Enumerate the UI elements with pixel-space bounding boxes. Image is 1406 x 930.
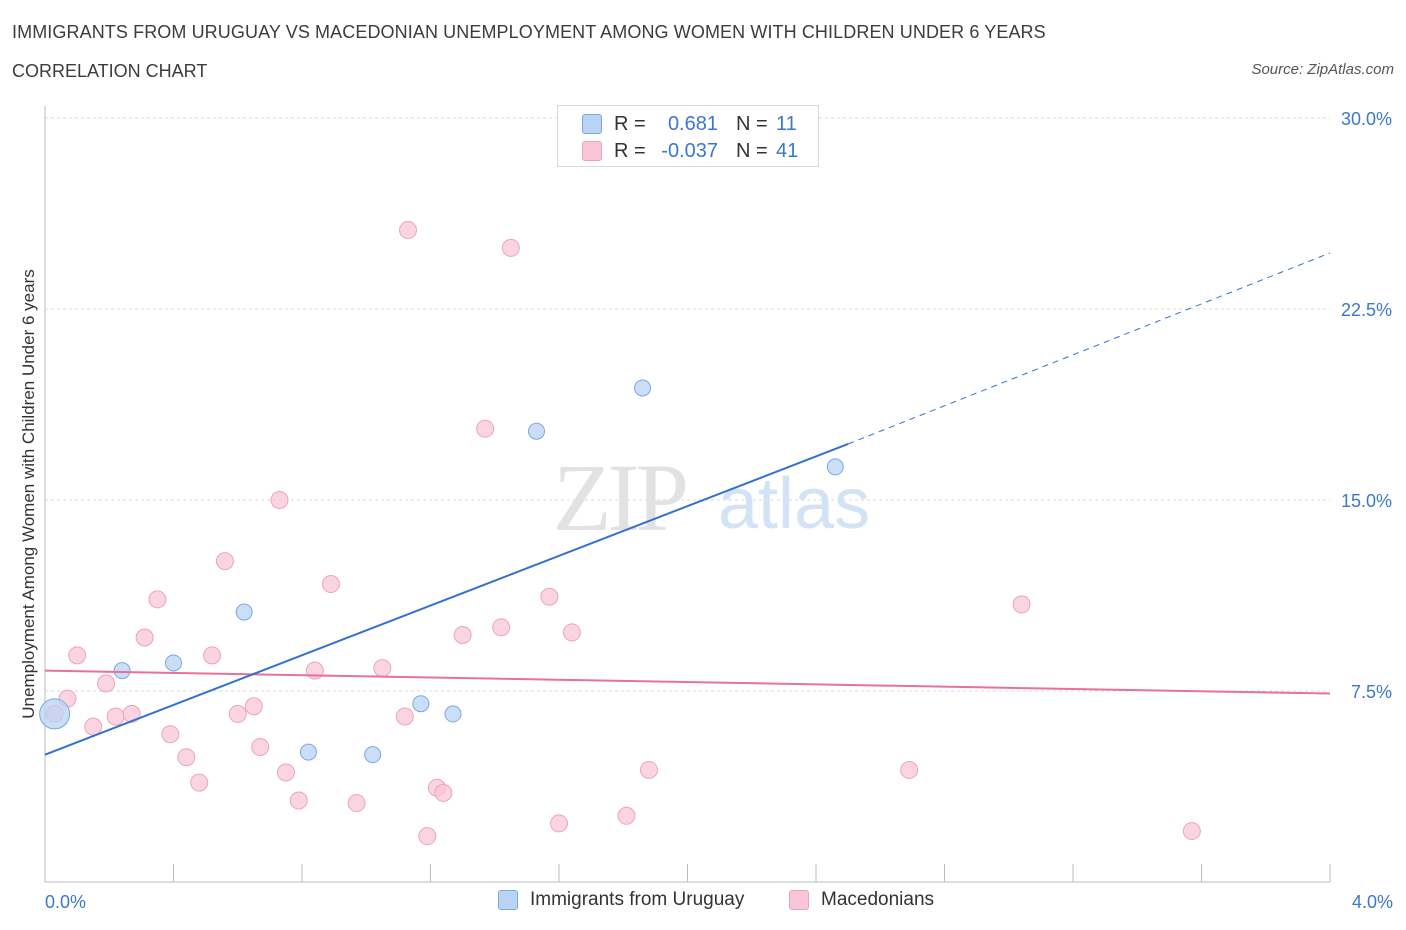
point-macedonians xyxy=(562,623,581,642)
point-uruguay xyxy=(444,705,462,723)
trend-line-uruguay xyxy=(44,443,849,756)
point-macedonians xyxy=(501,238,520,257)
point-uruguay xyxy=(299,743,317,761)
chart-title: IMMIGRANTS FROM URUGUAY VS MACEDONIAN UN… xyxy=(12,22,1046,42)
legend-n-value: 11 xyxy=(776,112,797,135)
point-macedonians xyxy=(373,659,392,678)
point-macedonians xyxy=(434,783,453,802)
point-macedonians xyxy=(244,697,263,716)
point-macedonians xyxy=(84,717,103,736)
point-uruguay xyxy=(412,695,430,713)
point-macedonians xyxy=(1012,595,1031,614)
point-uruguay xyxy=(826,458,844,476)
source-label: Source: ZipAtlas.com xyxy=(1251,61,1394,78)
series-label-macedonians: Macedonians xyxy=(821,889,935,910)
y-axis-label: Unemployment Among Women with Children U… xyxy=(19,269,38,718)
point-uruguay xyxy=(235,603,253,621)
point-macedonians xyxy=(106,707,125,726)
legend-n-value: 41 xyxy=(776,139,799,162)
legend-row-uruguay: R = 0.681 N = 11 xyxy=(582,112,797,136)
point-macedonians xyxy=(190,773,209,792)
point-macedonians xyxy=(228,704,247,723)
watermark: ZIP atlas xyxy=(553,444,870,551)
y-tick-label: 30.0% xyxy=(1341,109,1392,129)
point-uruguay xyxy=(165,654,182,672)
point-macedonians xyxy=(97,674,116,693)
chart-subtitle: CORRELATION CHART xyxy=(12,61,208,81)
point-macedonians xyxy=(399,221,418,240)
watermark-atlas: atlas xyxy=(718,464,870,544)
point-uruguay xyxy=(528,422,546,440)
legend-r-label: R = xyxy=(614,139,646,162)
series-swatch-uruguay xyxy=(498,890,518,910)
axes xyxy=(44,106,1331,883)
y-tick-label: 22.5% xyxy=(1341,300,1392,320)
point-macedonians xyxy=(900,760,919,779)
series-label-uruguay: Immigrants from Uruguay xyxy=(530,889,745,910)
x-tick-label-max: 4.0% xyxy=(1352,892,1393,912)
point-macedonians xyxy=(68,646,87,665)
point-macedonians xyxy=(122,704,141,723)
legend-n-label: N = xyxy=(736,139,768,162)
legend-r-value: 0.681 xyxy=(667,112,718,135)
x-tick-label-min: 0.0% xyxy=(45,892,86,912)
point-macedonians xyxy=(203,646,222,665)
grid-lines xyxy=(45,117,1330,692)
series-legend-uruguay[interactable]: Immigrants from Uruguay xyxy=(498,889,744,911)
point-macedonians xyxy=(148,590,167,609)
legend-r-value: -0.037 xyxy=(661,139,718,162)
legend-swatch-macedonians xyxy=(582,141,602,161)
point-macedonians xyxy=(251,738,270,757)
data-points xyxy=(39,221,1331,846)
series-legend: Immigrants from Uruguay Macedonians xyxy=(0,889,1406,917)
point-macedonians xyxy=(617,806,636,825)
point-macedonians xyxy=(1182,822,1201,841)
point-macedonians xyxy=(276,763,295,782)
trend-line-macedonians xyxy=(44,669,1331,695)
legend-n-label: N = xyxy=(736,112,768,135)
legend-r-label: R = xyxy=(614,112,646,135)
point-macedonians xyxy=(161,725,180,744)
tick-labels: 7.5% 15.0% 22.5% 30.0% 0.0% 4.0% xyxy=(45,109,1393,912)
point-uruguay-large xyxy=(39,698,71,730)
watermark-zip: ZIP xyxy=(553,444,686,551)
point-macedonians xyxy=(270,491,289,509)
point-macedonians xyxy=(289,791,308,810)
legend-row-macedonians: R = -0.037 N = 41 xyxy=(582,139,798,163)
trend-line-uruguay-extension xyxy=(847,252,1331,445)
y-tick-label: 7.5% xyxy=(1351,682,1392,702)
point-macedonians xyxy=(476,419,495,438)
point-macedonians xyxy=(639,760,658,779)
point-macedonians xyxy=(418,827,437,846)
stats-legend: R = 0.681 N = 11 R = -0.037 N = 41 xyxy=(557,105,819,167)
trend-lines xyxy=(847,252,1331,445)
point-uruguay xyxy=(634,379,652,397)
legend-swatch-uruguay xyxy=(582,114,602,134)
point-macedonians xyxy=(395,707,414,726)
point-macedonians xyxy=(135,628,154,647)
point-macedonians xyxy=(492,618,511,637)
y-tick-label: 15.0% xyxy=(1341,491,1392,511)
point-macedonians xyxy=(453,625,472,644)
point-uruguay xyxy=(113,662,131,680)
point-macedonians xyxy=(321,575,340,594)
point-macedonians xyxy=(540,587,559,606)
point-macedonians xyxy=(305,661,324,680)
point-uruguay xyxy=(364,746,382,764)
point-macedonians xyxy=(347,794,366,813)
point-macedonians xyxy=(550,814,568,833)
point-macedonians xyxy=(215,552,234,571)
series-legend-macedonians[interactable]: Macedonians xyxy=(789,889,934,911)
series-swatch-macedonians xyxy=(789,890,809,910)
point-macedonians xyxy=(177,748,196,767)
